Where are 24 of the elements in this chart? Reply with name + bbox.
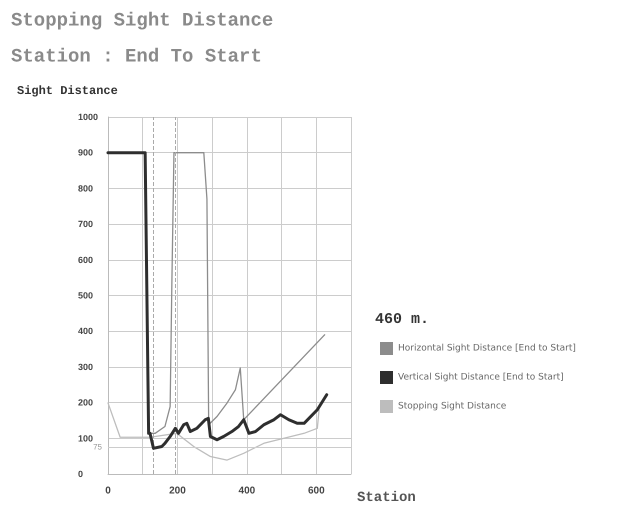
x-tick-label: 0	[105, 486, 112, 496]
legend-label: Vertical Sight Distance [End to Start]	[398, 372, 564, 382]
y-tick-label: 0	[78, 469, 84, 479]
legend-label: Horizontal Sight Distance [End to Start]	[398, 344, 576, 354]
y-tick-label: 600	[78, 254, 94, 265]
chart-subtitle: Station : End To Start	[11, 46, 262, 68]
y-axis-title: Sight Distance	[17, 84, 118, 98]
y-tick-label: 700	[78, 219, 94, 230]
y-tick-label: 900	[78, 148, 94, 158]
legend-label: Stopping Sight Distance	[398, 402, 507, 412]
chart-title: Stopping Sight Distance	[11, 10, 274, 32]
x-tick-label: 400	[238, 486, 256, 496]
y-tick-label: 400	[78, 326, 94, 336]
y-tick-label: 800	[78, 183, 94, 194]
text: 460 m.	[375, 311, 430, 328]
y-tick-label: 500	[78, 290, 94, 300]
y-tick-label: 1000	[78, 112, 98, 122]
y-tick-label: 300	[78, 362, 94, 372]
y-tick-label: 200	[78, 398, 94, 408]
x-axis-title: Station	[357, 490, 416, 506]
x-tick-label: 600	[308, 486, 326, 496]
y-tick-label: 100	[78, 433, 94, 444]
ref-line-label: 75	[93, 442, 103, 452]
x-tick-label: 200	[169, 486, 186, 496]
